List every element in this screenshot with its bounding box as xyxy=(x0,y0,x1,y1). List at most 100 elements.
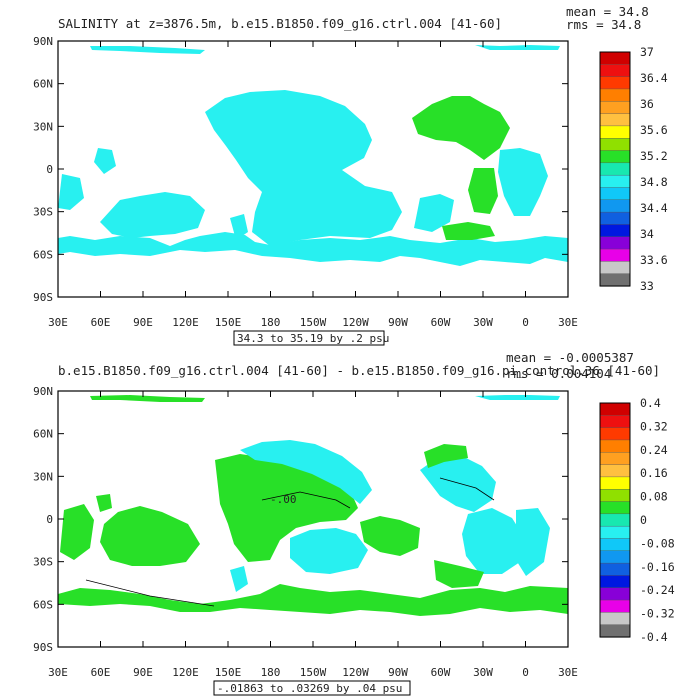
lat-label: 90N xyxy=(33,385,53,398)
lon-label: 90W xyxy=(388,316,408,329)
lat-label: 0 xyxy=(46,513,53,526)
lon-label: 120E xyxy=(172,316,199,329)
lat-label: 90S xyxy=(33,291,53,304)
rms-label: rms = 34.8 xyxy=(566,17,641,32)
colorbar-label: 37 xyxy=(640,45,654,59)
colorbar-label: 35.6 xyxy=(640,123,668,137)
mean-label: mean = -0.0005387 xyxy=(506,350,634,365)
lon-label: 30W xyxy=(473,316,493,329)
colorbar-swatch xyxy=(599,113,631,127)
colorbar-swatch xyxy=(599,211,631,226)
panel-top: SALINITY at z=3876.5m, b.e15.B1850.f09_g… xyxy=(33,4,668,346)
lon-label: 120E xyxy=(172,666,199,679)
colorbar-label: 33 xyxy=(640,279,654,293)
colorbar-swatch xyxy=(599,273,631,287)
lon-label: 180 xyxy=(261,666,281,679)
colorbar: 0.4 0.32 0.24 0.16 0.08 0 -0.08 -0.16 -0.24 -0.32… xyxy=(599,396,675,644)
colorbar-swatch xyxy=(599,587,631,601)
lon-label: 30E xyxy=(48,316,68,329)
panel-bottom: b.e15.B1850.f09_g16.ctrl.004 [41-60] - b… xyxy=(33,350,675,696)
lat-label: 60N xyxy=(33,428,53,441)
contour-line xyxy=(85,579,215,607)
colorbar-swatch xyxy=(599,415,631,429)
range-label: -.01863 to .03269 by .04 psu xyxy=(217,682,402,695)
colorbar-label: -0.4 xyxy=(640,630,668,644)
contour-label: -.00 xyxy=(270,493,297,506)
colorbar-swatch xyxy=(599,248,631,262)
lon-label: 60W xyxy=(431,666,451,679)
colorbar-label: 0 xyxy=(640,513,647,527)
lon-label: 120W xyxy=(342,316,369,329)
lat-labels: 90N 60N 30N 0 30S 60S 90S xyxy=(33,35,568,304)
lat-label: 30N xyxy=(33,470,53,483)
colorbar-swatch xyxy=(599,538,631,552)
lat-labels: 90N 60N 30N 0 30S 60S 90S xyxy=(33,385,568,654)
colorbar-label: 36.4 xyxy=(640,71,668,85)
colorbar-swatch xyxy=(599,464,631,478)
colorbar: 37 36.4 36 35.6 35.2 34.8 34.4 34 33.6 33 xyxy=(599,45,668,293)
lat-label: 30S xyxy=(33,206,53,219)
colorbar-label: 33.6 xyxy=(640,253,668,267)
colorbar-swatch xyxy=(599,427,631,441)
colorbar-swatch xyxy=(599,76,631,90)
colorbar-swatch xyxy=(599,236,631,250)
lon-label: 30E xyxy=(558,666,578,679)
lat-label: 30N xyxy=(33,120,53,133)
colorbar-frame xyxy=(599,51,631,287)
colorbar-label: 0.4 xyxy=(640,396,661,410)
contour-line xyxy=(261,491,351,509)
lon-label: 150E xyxy=(215,316,242,329)
colorbar-swatch xyxy=(599,575,631,589)
colorbar-swatch xyxy=(599,162,631,176)
lon-label: 30E xyxy=(48,666,68,679)
range-box: 34.3 to 35.19 by .2 psu xyxy=(233,330,389,346)
lon-label: 30W xyxy=(473,666,493,679)
colorbar-swatch xyxy=(599,125,631,139)
colorbar-label: 0.16 xyxy=(640,466,668,480)
colorbar-label: 34.4 xyxy=(640,201,668,215)
contour-line xyxy=(439,477,495,501)
range-box: -.01863 to .03269 by .04 psu xyxy=(213,680,411,696)
panel-title: b.e15.B1850.f09_g16.ctrl.004 [41-60] - b… xyxy=(58,363,660,378)
colorbar-label: 34 xyxy=(640,227,654,241)
colorbar-swatch xyxy=(599,550,631,564)
colorbar-label: -0.08 xyxy=(640,536,675,550)
lat-label: 60S xyxy=(33,248,53,261)
lon-label: 90W xyxy=(388,666,408,679)
map-field xyxy=(58,395,568,616)
lat-label: 90N xyxy=(33,35,53,48)
colorbar-swatch xyxy=(599,624,631,638)
colorbar-swatch xyxy=(599,64,631,78)
colorbar-swatch xyxy=(599,489,631,503)
lon-label: 60E xyxy=(91,316,111,329)
panel-title: SALINITY at z=3876.5m, b.e15.B1850.f09_g… xyxy=(58,16,502,31)
lon-label: 60W xyxy=(431,316,451,329)
map-field xyxy=(58,45,568,266)
rms-label: rms = 0.004104 xyxy=(506,366,611,381)
colorbar-swatch xyxy=(599,101,631,115)
lon-label: 0 xyxy=(522,666,529,679)
lon-label: 150W xyxy=(300,666,327,679)
colorbar-swatch xyxy=(599,452,631,466)
colorbar-label: 0.32 xyxy=(640,419,668,433)
colorbar-swatch xyxy=(599,199,631,213)
colorbar-frame xyxy=(599,402,631,638)
colorbar-swatch xyxy=(599,138,631,152)
lon-label: 150W xyxy=(300,316,327,329)
lon-label: 120W xyxy=(342,666,369,679)
colorbar-label: -0.16 xyxy=(640,560,675,574)
lat-label: 60S xyxy=(33,598,53,611)
lon-labels: 30E 60E 90E 120E 150E 180 150W 120W 90W 60W 30W 0 30… xyxy=(48,41,578,329)
colorbar-swatch xyxy=(599,501,631,515)
range-label: 34.3 to 35.19 by .2 psu xyxy=(237,332,389,345)
colorbar-swatch xyxy=(599,187,631,201)
colorbar-swatch xyxy=(599,513,631,527)
colorbar-swatch xyxy=(599,525,631,540)
mean-label: mean = 34.8 xyxy=(566,4,649,19)
colorbar-swatch xyxy=(599,174,631,189)
lat-label: 0 xyxy=(46,163,53,176)
colorbar-swatch xyxy=(599,150,631,164)
colorbar-label: -0.24 xyxy=(640,583,675,597)
colorbar-label: -0.32 xyxy=(640,607,675,621)
